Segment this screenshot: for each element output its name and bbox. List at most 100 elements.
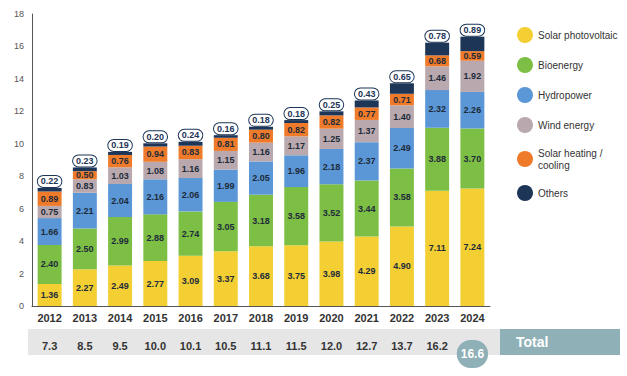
svg-text:10: 10 — [14, 139, 24, 149]
svg-text:2.74: 2.74 — [182, 229, 200, 239]
svg-text:3.75: 3.75 — [287, 271, 305, 281]
svg-text:12.7: 12.7 — [356, 340, 377, 352]
svg-text:1.46: 1.46 — [428, 73, 446, 83]
svg-text:2: 2 — [19, 269, 24, 279]
svg-text:0.89: 0.89 — [41, 194, 59, 204]
svg-text:3.37: 3.37 — [217, 274, 235, 284]
svg-text:1.96: 1.96 — [287, 166, 305, 176]
svg-text:7.3: 7.3 — [42, 340, 57, 352]
svg-text:10.0: 10.0 — [145, 340, 166, 352]
svg-text:1.40: 1.40 — [393, 112, 411, 122]
svg-text:3.44: 3.44 — [358, 204, 376, 214]
svg-text:2012: 2012 — [37, 312, 61, 324]
svg-text:3.09: 3.09 — [182, 276, 200, 286]
svg-text:12: 12 — [14, 106, 24, 116]
svg-text:1.66: 1.66 — [41, 227, 59, 237]
svg-text:0.65: 0.65 — [393, 72, 411, 82]
svg-text:cooling: cooling — [538, 160, 570, 171]
svg-text:6: 6 — [19, 204, 24, 214]
svg-text:4: 4 — [19, 236, 24, 246]
svg-text:1.16: 1.16 — [182, 164, 200, 174]
svg-text:3.52: 3.52 — [323, 208, 341, 218]
svg-text:2.77: 2.77 — [147, 279, 165, 289]
svg-text:1.99: 1.99 — [217, 181, 235, 191]
svg-text:0.43: 0.43 — [358, 89, 376, 99]
svg-text:3.58: 3.58 — [287, 211, 305, 221]
svg-text:1.08: 1.08 — [147, 166, 165, 176]
svg-text:7.24: 7.24 — [464, 242, 482, 252]
svg-text:2024: 2024 — [460, 312, 485, 324]
svg-text:3.05: 3.05 — [217, 222, 235, 232]
svg-text:0.78: 0.78 — [428, 31, 446, 41]
svg-text:7.11: 7.11 — [429, 243, 446, 253]
svg-text:2.49: 2.49 — [393, 143, 411, 153]
svg-text:2019: 2019 — [284, 312, 308, 324]
svg-text:2.05: 2.05 — [252, 173, 270, 183]
svg-text:0.25: 0.25 — [323, 100, 341, 110]
svg-text:2.49: 2.49 — [111, 281, 129, 291]
svg-text:0.76: 0.76 — [111, 156, 129, 166]
svg-text:2016: 2016 — [178, 312, 202, 324]
svg-text:8: 8 — [19, 171, 24, 181]
svg-text:0.82: 0.82 — [287, 125, 305, 135]
svg-text:8.5: 8.5 — [77, 340, 92, 352]
svg-text:0.59: 0.59 — [464, 51, 482, 61]
svg-text:10.5: 10.5 — [215, 340, 236, 352]
svg-text:0: 0 — [19, 301, 24, 311]
svg-text:2.18: 2.18 — [323, 162, 341, 172]
svg-text:16.2: 16.2 — [426, 340, 447, 352]
svg-text:2017: 2017 — [214, 312, 238, 324]
svg-text:0.19: 0.19 — [111, 140, 129, 150]
svg-text:1.92: 1.92 — [464, 71, 482, 81]
svg-text:11.1: 11.1 — [251, 340, 272, 352]
svg-text:2.26: 2.26 — [464, 105, 482, 115]
svg-text:0.23: 0.23 — [76, 156, 94, 166]
svg-text:0.83: 0.83 — [76, 181, 94, 191]
svg-text:0.18: 0.18 — [252, 115, 270, 125]
svg-text:0.94: 0.94 — [147, 149, 165, 159]
svg-text:16.6: 16.6 — [461, 347, 485, 361]
svg-text:16: 16 — [14, 41, 24, 51]
svg-text:2.16: 2.16 — [147, 192, 165, 202]
svg-text:2015: 2015 — [143, 312, 167, 324]
svg-text:0.68: 0.68 — [428, 56, 446, 66]
svg-text:0.81: 0.81 — [217, 139, 235, 149]
svg-text:0.50: 0.50 — [76, 170, 94, 180]
svg-text:0.83: 0.83 — [182, 147, 200, 157]
svg-text:2.40: 2.40 — [41, 259, 59, 269]
svg-text:10.1: 10.1 — [180, 340, 201, 352]
svg-text:2021: 2021 — [354, 312, 378, 324]
svg-text:3.88: 3.88 — [428, 154, 446, 164]
svg-text:0.77: 0.77 — [358, 109, 376, 119]
svg-text:3.58: 3.58 — [393, 192, 411, 202]
svg-text:2.50: 2.50 — [76, 244, 94, 254]
svg-text:1.15: 1.15 — [217, 155, 235, 165]
svg-text:2.32: 2.32 — [428, 104, 446, 114]
svg-text:1.16: 1.16 — [252, 147, 270, 157]
svg-text:2018: 2018 — [249, 312, 273, 324]
svg-text:4.90: 4.90 — [393, 261, 411, 271]
svg-text:0.22: 0.22 — [41, 176, 59, 186]
svg-text:18: 18 — [14, 9, 24, 19]
svg-text:Hydropower: Hydropower — [538, 90, 593, 101]
svg-text:0.80: 0.80 — [252, 131, 270, 141]
svg-text:3.98: 3.98 — [323, 269, 341, 279]
svg-text:1.25: 1.25 — [323, 134, 341, 144]
svg-text:2013: 2013 — [73, 312, 97, 324]
svg-text:1.03: 1.03 — [111, 171, 129, 181]
svg-text:0.16: 0.16 — [217, 124, 235, 134]
svg-text:Wind energy: Wind energy — [538, 120, 594, 131]
svg-text:2023: 2023 — [425, 312, 449, 324]
svg-text:Others: Others — [538, 188, 568, 199]
svg-text:2.99: 2.99 — [111, 236, 129, 246]
svg-text:3.70: 3.70 — [464, 154, 482, 164]
svg-text:2.37: 2.37 — [358, 156, 376, 166]
svg-text:2.27: 2.27 — [76, 283, 94, 293]
svg-text:0.20: 0.20 — [147, 132, 165, 142]
svg-text:9.5: 9.5 — [112, 340, 127, 352]
svg-text:13.7: 13.7 — [391, 340, 412, 352]
svg-text:2.21: 2.21 — [76, 206, 94, 216]
svg-text:3.18: 3.18 — [252, 216, 270, 226]
svg-text:12.0: 12.0 — [321, 340, 342, 352]
svg-text:1.17: 1.17 — [287, 141, 305, 151]
